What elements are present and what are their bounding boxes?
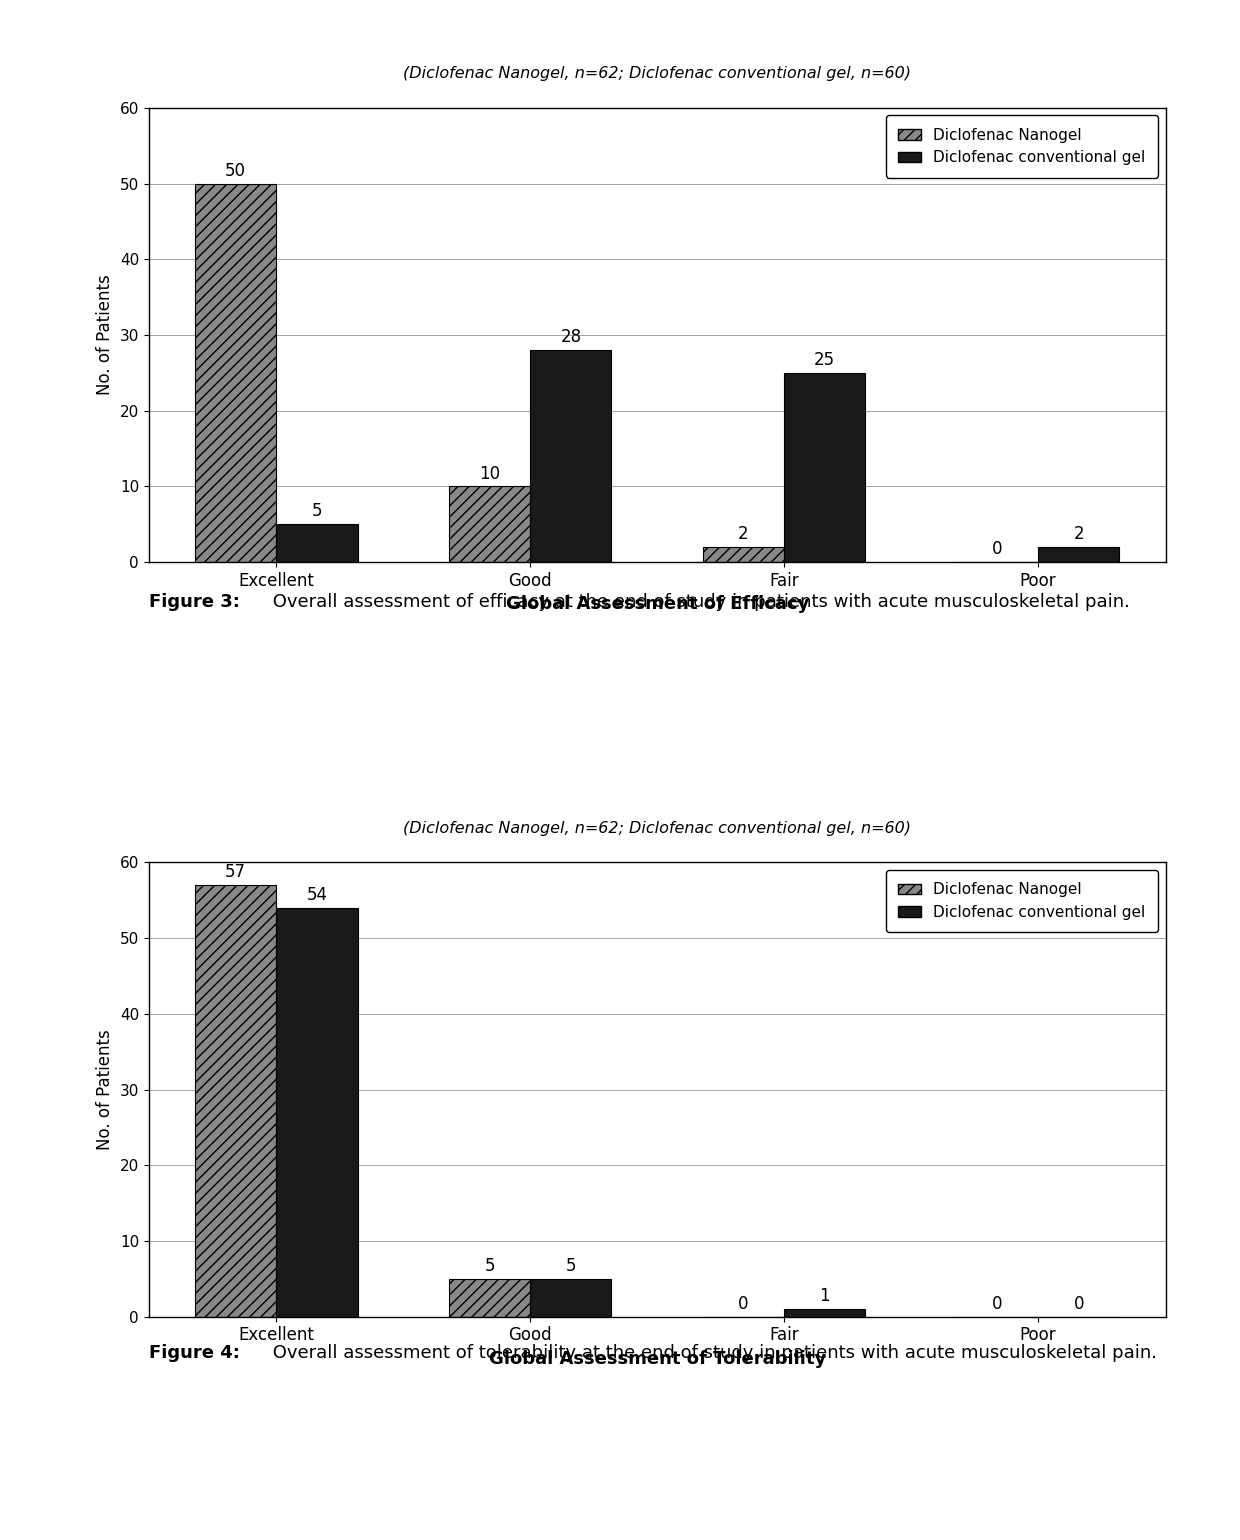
X-axis label: Global Assessment of Efficacy: Global Assessment of Efficacy bbox=[506, 596, 808, 613]
Text: 5: 5 bbox=[311, 502, 322, 521]
Text: 54: 54 bbox=[306, 885, 327, 904]
Legend: Diclofenac Nanogel, Diclofenac conventional gel: Diclofenac Nanogel, Diclofenac conventio… bbox=[887, 116, 1158, 177]
Bar bbox=[784, 1309, 866, 1317]
Text: 0: 0 bbox=[738, 1295, 749, 1314]
Y-axis label: No. of Patients: No. of Patients bbox=[97, 274, 114, 396]
Text: 10: 10 bbox=[479, 465, 500, 482]
Text: 0: 0 bbox=[1074, 1295, 1084, 1314]
Text: 2: 2 bbox=[738, 525, 749, 544]
Bar bbox=[277, 909, 357, 1317]
Bar bbox=[531, 1278, 611, 1317]
Bar bbox=[531, 350, 611, 562]
Bar bbox=[1038, 547, 1120, 562]
Legend: Diclofenac Nanogel, Diclofenac conventional gel: Diclofenac Nanogel, Diclofenac conventio… bbox=[887, 870, 1158, 932]
Text: 25: 25 bbox=[815, 351, 836, 370]
Text: Overall assessment of efficacy at the end of study in patients with acute muscul: Overall assessment of efficacy at the en… bbox=[267, 593, 1130, 611]
Text: 0: 0 bbox=[992, 541, 1003, 559]
Text: 2: 2 bbox=[1074, 525, 1084, 544]
Bar bbox=[703, 547, 784, 562]
Text: 50: 50 bbox=[226, 162, 247, 180]
Text: 28: 28 bbox=[560, 328, 582, 346]
Text: 0: 0 bbox=[992, 1295, 1003, 1314]
Text: 1: 1 bbox=[820, 1287, 830, 1306]
X-axis label: Global Assessment of Tolerability: Global Assessment of Tolerability bbox=[489, 1351, 826, 1368]
Bar bbox=[449, 1278, 531, 1317]
Bar bbox=[784, 373, 866, 562]
Text: 5: 5 bbox=[485, 1257, 495, 1275]
Bar bbox=[277, 524, 357, 562]
Text: Figure 4:: Figure 4: bbox=[149, 1344, 239, 1363]
Text: (Diclofenac Nanogel, n=62; Diclofenac conventional gel, n=60): (Diclofenac Nanogel, n=62; Diclofenac co… bbox=[403, 821, 911, 836]
Text: 5: 5 bbox=[565, 1257, 577, 1275]
Bar bbox=[195, 183, 277, 562]
Y-axis label: No. of Patients: No. of Patients bbox=[97, 1029, 114, 1150]
Bar bbox=[449, 487, 531, 562]
Bar bbox=[195, 885, 277, 1317]
Text: (Diclofenac Nanogel, n=62; Diclofenac conventional gel, n=60): (Diclofenac Nanogel, n=62; Diclofenac co… bbox=[403, 66, 911, 82]
Text: Overall assessment of tolerability at the end of study in patients with acute mu: Overall assessment of tolerability at th… bbox=[267, 1344, 1157, 1363]
Text: 57: 57 bbox=[226, 864, 247, 881]
Text: Figure 3:: Figure 3: bbox=[149, 593, 239, 611]
